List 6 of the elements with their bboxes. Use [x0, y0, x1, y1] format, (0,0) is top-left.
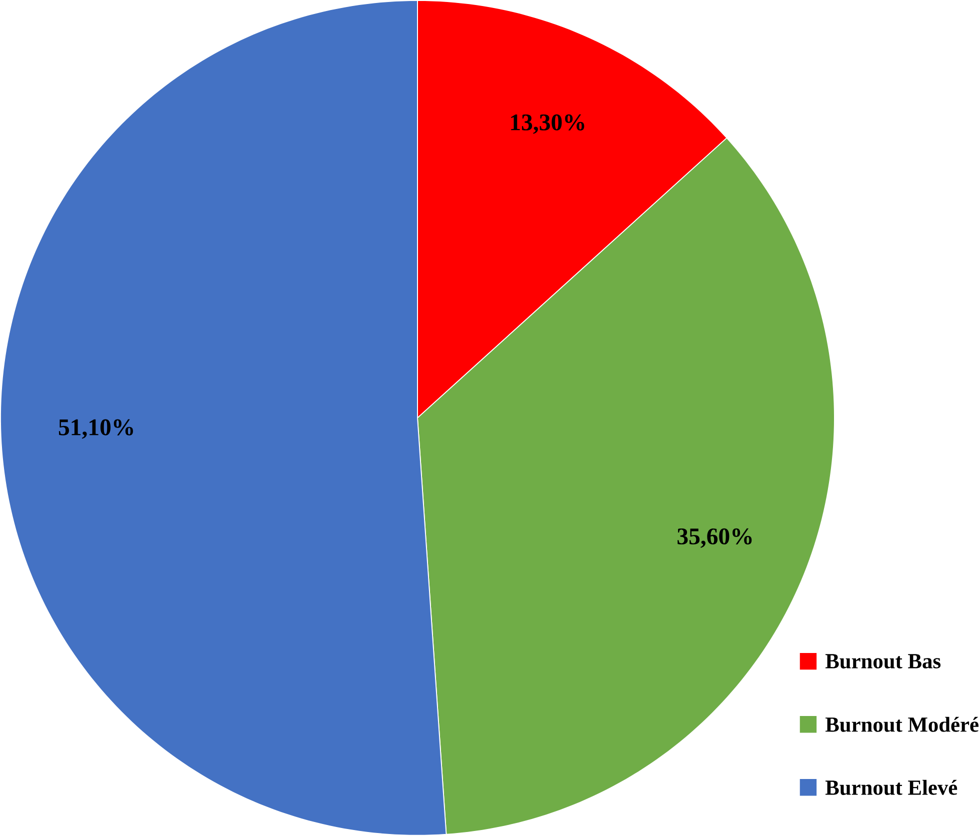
legend-label: Burnout Bas: [825, 654, 941, 669]
legend-label: Burnout Elevé: [825, 780, 958, 796]
data-label: 35,60%: [678, 528, 752, 548]
data-label: 51,10%: [58, 419, 133, 439]
data-label: 13,30%: [511, 114, 584, 134]
legend-label: Burnout Modéré: [825, 716, 978, 732]
